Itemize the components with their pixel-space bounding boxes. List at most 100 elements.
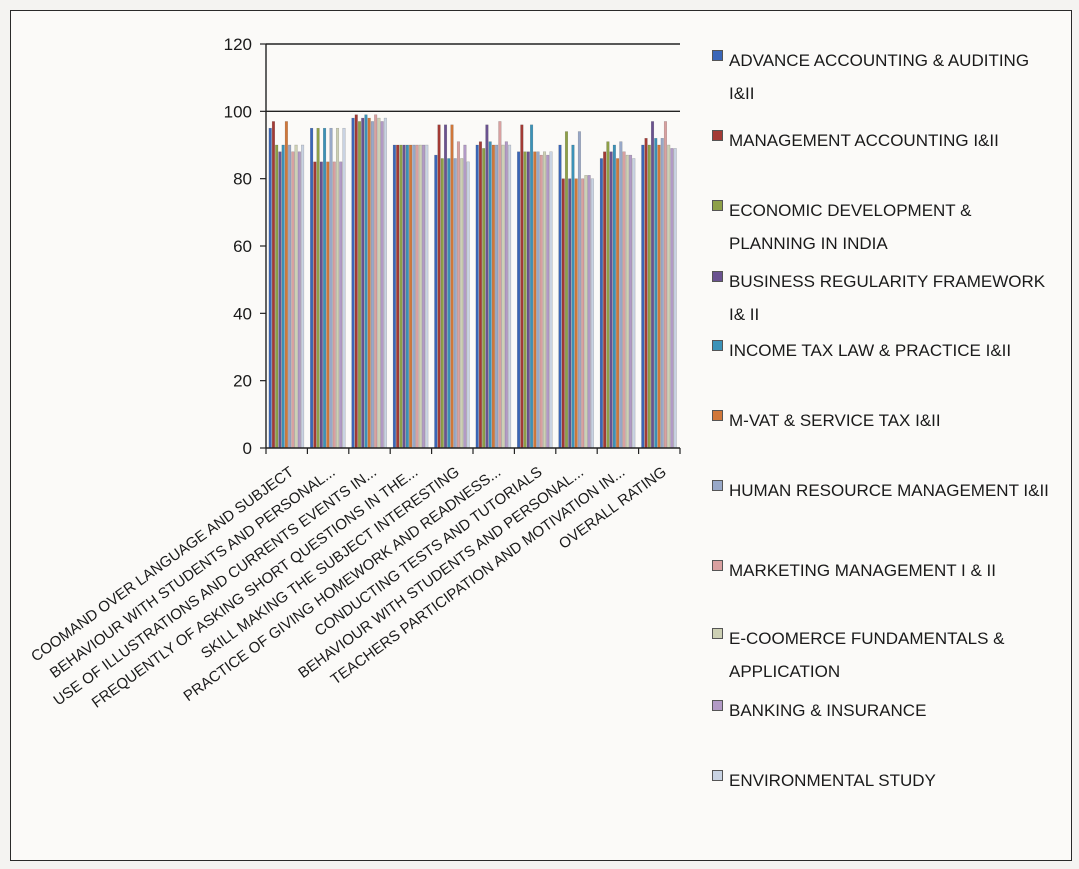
bar-9-10 xyxy=(673,148,677,449)
bar-7-9 xyxy=(587,175,591,449)
bar-4-4 xyxy=(447,158,451,449)
legend-item: ADVANCE ACCOUNTING & AUDITING I&II xyxy=(712,44,1059,110)
bar-2-1 xyxy=(354,114,358,449)
bar-7-3 xyxy=(568,178,572,449)
bar-0-6 xyxy=(288,144,292,449)
bar-0-8 xyxy=(294,144,298,449)
legend-swatch xyxy=(712,200,723,211)
legend-item: BUSINESS REGULARITY FRAMEWORK I& II xyxy=(712,265,1059,331)
bar-4-6 xyxy=(453,158,457,449)
bar-3-9 xyxy=(422,144,426,449)
bar-6-10 xyxy=(549,151,553,449)
bar-3-6 xyxy=(412,144,416,449)
legend-label: BUSINESS REGULARITY FRAMEWORK I& II xyxy=(729,272,1046,324)
bar-2-10 xyxy=(383,117,387,449)
bar-7-8 xyxy=(584,175,588,449)
y-tick-label: 80 xyxy=(233,170,252,189)
bar-2-0 xyxy=(351,117,355,449)
bar-6-1 xyxy=(520,124,524,449)
legend-swatch xyxy=(712,560,723,571)
bar-8-4 xyxy=(612,144,616,449)
bar-3-10 xyxy=(425,144,429,449)
bar-7-6 xyxy=(577,131,581,449)
x-tick-labels: COOMAND OVER LANGUAGE AND SUBJECTBEHAVIO… xyxy=(28,463,670,711)
bar-2-4 xyxy=(364,114,368,449)
bar-8-2 xyxy=(606,141,610,449)
bar-8-0 xyxy=(599,158,603,449)
bar-4-7 xyxy=(456,141,460,449)
y-tick-labels: 0 20 40 60 80 100 120 xyxy=(224,35,252,458)
bar-8-7 xyxy=(622,151,626,449)
bar-6-5 xyxy=(533,151,537,449)
bar-3-0 xyxy=(392,144,396,449)
bar-4-2 xyxy=(440,158,444,449)
bar-9-7 xyxy=(663,121,667,449)
bar-1-7 xyxy=(332,161,336,449)
axes xyxy=(260,43,681,454)
y-tick-label: 0 xyxy=(243,439,252,458)
bar-7-10 xyxy=(590,178,594,449)
bar-5-6 xyxy=(495,144,499,449)
bar-0-4 xyxy=(281,144,285,449)
bar-2-6 xyxy=(370,121,374,449)
y-tick-label: 60 xyxy=(233,237,252,256)
legend-item: HUMAN RESOURCE MANAGEMENT I&II xyxy=(712,474,1059,507)
bar-7-2 xyxy=(564,131,569,449)
legend-item: M-VAT & SERVICE TAX I&II xyxy=(712,404,1059,437)
legend-swatch xyxy=(712,130,723,141)
bars xyxy=(268,114,677,449)
bar-6-6 xyxy=(536,151,540,449)
bar-3-4 xyxy=(405,144,409,449)
bar-4-1 xyxy=(437,124,441,449)
bar-0-10 xyxy=(301,144,305,449)
bar-3-1 xyxy=(396,144,400,449)
bar-9-0 xyxy=(641,144,645,449)
bar-7-1 xyxy=(561,178,565,449)
bar-2-9 xyxy=(380,121,384,449)
bar-0-7 xyxy=(291,151,295,449)
legend-label: ECONOMIC DEVELOPMENT & PLANNING IN INDIA xyxy=(729,201,972,253)
bar-8-9 xyxy=(629,154,633,449)
bar-5-4 xyxy=(488,141,492,449)
x-tick-label: BEHAVIOUR WITH STUDENTS AND PERSONAL... xyxy=(47,463,339,681)
bar-1-9 xyxy=(339,161,343,449)
bar-1-0 xyxy=(310,127,314,449)
bar-2-8 xyxy=(377,117,381,449)
bar-4-5 xyxy=(450,124,454,449)
bar-1-3 xyxy=(319,161,323,449)
bar-5-7 xyxy=(498,121,502,449)
bar-5-10 xyxy=(508,144,512,449)
bar-8-8 xyxy=(625,154,629,449)
bar-1-6 xyxy=(329,127,333,449)
bar-5-8 xyxy=(501,144,505,449)
y-tick-label: 120 xyxy=(224,35,252,54)
bar-6-8 xyxy=(542,151,547,449)
bar-1-8 xyxy=(335,127,340,449)
legend-swatch xyxy=(712,700,723,711)
legend-label: BANKING & INSURANCE xyxy=(729,701,927,720)
bar-8-6 xyxy=(619,141,623,449)
legend-item: MANAGEMENT ACCOUNTING I&II xyxy=(712,124,1059,157)
y-tick-label: 20 xyxy=(233,372,252,391)
bar-5-2 xyxy=(482,148,486,449)
bar-9-2 xyxy=(647,144,651,449)
bar-5-1 xyxy=(478,141,482,449)
legend-item: MARKETING MANAGEMENT I & II xyxy=(712,554,1059,587)
gridlines xyxy=(266,43,680,113)
bar-9-9 xyxy=(670,148,674,449)
bar-4-10 xyxy=(466,161,470,449)
bar-9-8 xyxy=(667,144,671,449)
y-tick-label: 40 xyxy=(233,304,252,323)
legend-item: ENVIRONMENTAL STUDY xyxy=(712,764,1059,797)
bar-0-3 xyxy=(278,151,282,449)
bar-3-7 xyxy=(415,144,419,449)
bar-1-10 xyxy=(342,127,346,449)
bar-4-8 xyxy=(460,158,464,449)
bar-9-6 xyxy=(660,138,664,449)
bar-1-2 xyxy=(316,127,320,449)
legend-item: INCOME TAX LAW & PRACTICE I&II xyxy=(712,334,1059,367)
bar-5-3 xyxy=(485,124,489,449)
bar-7-5 xyxy=(574,178,578,449)
legend-label: M-VAT & SERVICE TAX I&II xyxy=(729,411,941,430)
bar-6-3 xyxy=(526,151,530,449)
